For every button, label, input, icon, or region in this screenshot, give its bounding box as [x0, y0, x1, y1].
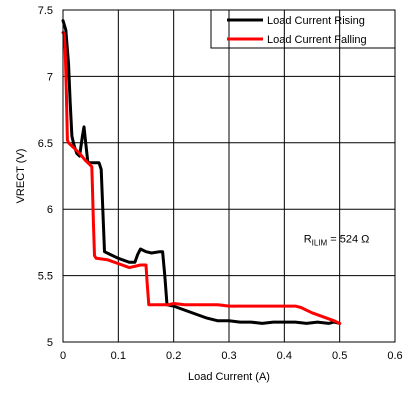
x-tick-label: 0: [60, 350, 66, 362]
series-line-falling: [61, 31, 342, 325]
x-tick-label: 0.3: [221, 350, 236, 362]
y-tick-label: 7.5: [38, 5, 53, 17]
legend: Load Current Rising Load Current Falling: [210, 9, 396, 49]
legend-label-rising: Load Current Rising: [267, 15, 365, 27]
y-tick-label: 5: [47, 337, 53, 349]
annotation-main: R: [304, 233, 312, 245]
annotation-value: = 524 Ω: [327, 233, 369, 245]
y-tick-label: 6.5: [38, 138, 53, 150]
annotation-subscript: ILIM: [312, 238, 328, 247]
grid-layer: [63, 10, 395, 342]
y-tick-label: 7: [47, 71, 53, 83]
series-layer: [61, 19, 342, 325]
x-tick-label: 0.5: [332, 350, 347, 362]
x-axis-title: Load Current (A): [188, 371, 270, 383]
y-tick-label: 5.5: [38, 271, 53, 283]
tick-layer: 0 0.1 0.2 0.3 0.4 0.5 0.6 5 5.5 6 6.5 7 7.5: [38, 5, 403, 362]
x-tick-label: 0.6: [387, 350, 402, 362]
x-tick-label: 0.2: [166, 350, 181, 362]
x-tick-label: 0.4: [277, 350, 292, 362]
rilim-annotation: RILIM = 524 Ω: [304, 233, 370, 247]
series-line-rising: [61, 19, 342, 325]
x-tick-label: 0.1: [111, 350, 126, 362]
y-axis-title: VRECT (V): [15, 149, 27, 204]
legend-label-falling: Load Current Falling: [267, 34, 367, 46]
y-tick-label: 6: [47, 204, 53, 216]
legend-box: [210, 9, 396, 49]
